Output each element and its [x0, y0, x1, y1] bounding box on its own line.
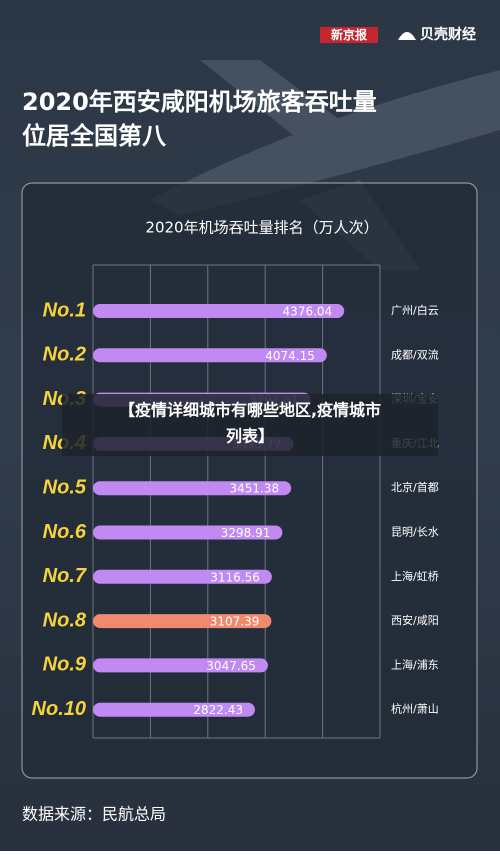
logo-box — [320, 27, 378, 43]
logo-left: 新京报 — [331, 27, 367, 42]
caption-band — [62, 394, 438, 456]
value-label: 3107.39 — [210, 615, 260, 629]
value-label: 3451.38 — [229, 482, 279, 496]
category-label: 上海/虹桥 — [391, 569, 439, 583]
chart-title: 2020年机场吞吐量排名（万人次） — [145, 219, 378, 237]
category-label: 杭州/萧山 — [391, 702, 439, 716]
category-label: 广州/白云 — [391, 303, 439, 317]
rank-label: No.6 — [43, 521, 87, 543]
category-label: 上海/浦东 — [391, 657, 439, 671]
rank-label: No.7 — [43, 565, 87, 587]
source: 数据来源：民航总局 — [22, 805, 166, 824]
bar — [93, 569, 272, 584]
bar — [93, 525, 283, 540]
bar — [93, 304, 345, 318]
bar — [93, 658, 268, 673]
category-label: 北京/首都 — [391, 480, 439, 494]
logo-icon — [398, 32, 416, 40]
value-label: 2822.43 — [193, 703, 243, 717]
rank-label: No.10 — [32, 698, 86, 720]
value-label: 4074.15 — [265, 349, 315, 363]
category-label: 昆明/长水 — [391, 526, 439, 539]
bar — [93, 702, 256, 717]
value-label: 3116.56 — [210, 570, 260, 584]
bar — [93, 481, 292, 496]
overlay-caption: 【疫情详细城市有哪些地区,疫情城市 — [119, 401, 381, 420]
overlay-caption: 列表】 — [226, 427, 274, 446]
rank-label: No.8 — [43, 609, 87, 631]
logo-right: 贝壳财经 — [420, 26, 476, 43]
chart-panel — [21, 182, 478, 779]
rank-label: No.1 — [43, 299, 86, 321]
bar — [93, 614, 272, 629]
category-label: 西安/咸阳 — [391, 613, 439, 627]
title: 位居全国第八 — [22, 122, 167, 150]
rank-label: No.2 — [43, 344, 86, 366]
bar — [93, 348, 327, 363]
category-label: 成都/双流 — [391, 347, 439, 361]
value-label: 4376.04 — [283, 305, 333, 319]
rank-label: No.5 — [43, 476, 87, 498]
title: 2020年西安咸阳机场旅客吞吐量 — [22, 88, 377, 116]
rank-label: No.9 — [43, 654, 87, 676]
value-label: 3047.65 — [206, 659, 256, 673]
value-label: 3298.91 — [221, 526, 271, 540]
